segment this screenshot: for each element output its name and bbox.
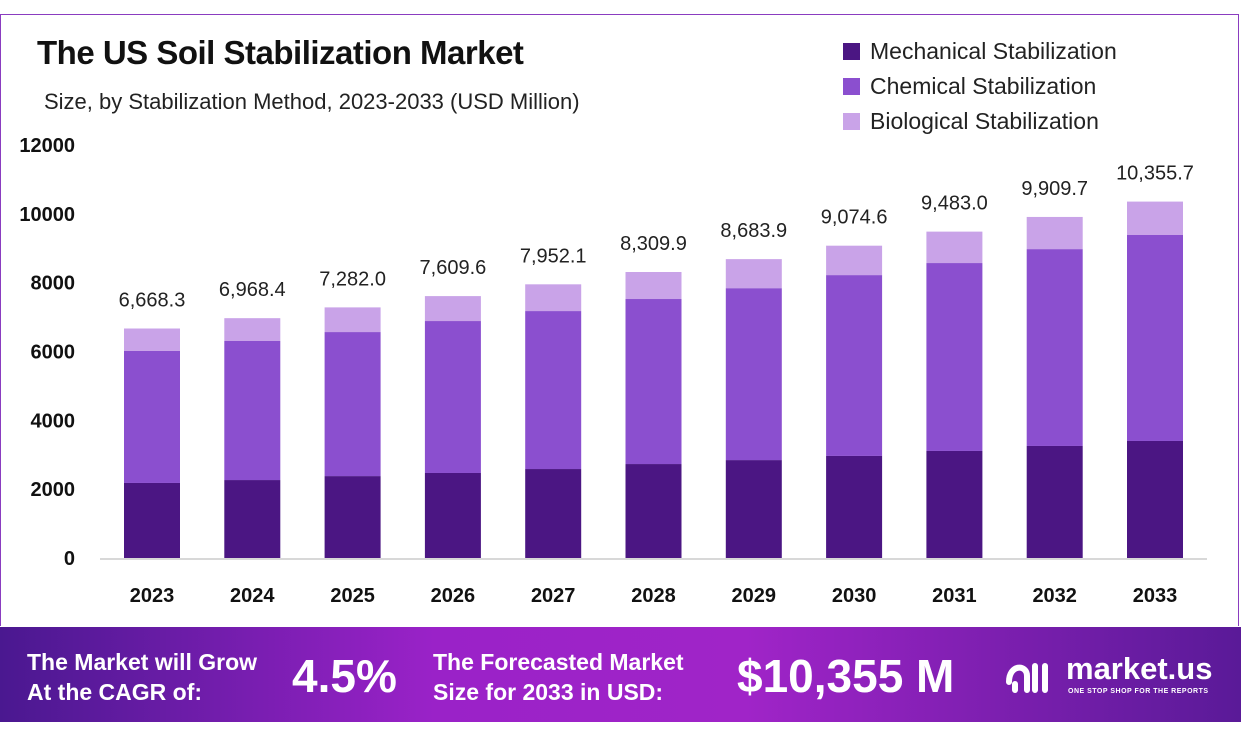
x-tick-label: 2025 [330, 585, 375, 607]
bar-segment-chemical [625, 299, 682, 465]
bar-segment-mechanical [525, 469, 582, 558]
chart-title: The US Soil Stabilization Market [37, 34, 524, 71]
bar-segment-biological [826, 245, 883, 276]
chart-frame [0, 14, 1239, 626]
bar-segment-chemical [826, 275, 883, 456]
x-tick-label: 2031 [932, 585, 977, 607]
bar-segment-chemical [525, 311, 582, 470]
bar-segment-mechanical [926, 450, 983, 558]
legend: Mechanical Stabilization Chemical Stabil… [843, 34, 1117, 139]
legend-label: Chemical Stabilization [870, 73, 1097, 99]
bar-segment-biological [224, 318, 281, 342]
bar-segment-biological [1026, 216, 1083, 250]
data-label: 10,355.7 [1116, 163, 1194, 185]
data-label: 7,609.6 [420, 257, 487, 279]
bar-segment-mechanical [725, 460, 782, 558]
bar-segment-mechanical [124, 482, 180, 558]
footer-banner: The Market will Grow At the CAGR of: 4.5%… [0, 627, 1241, 722]
forecast-label-line: Size for 2033 in USD: [433, 679, 664, 705]
y-tick-label: 10000 [19, 204, 75, 226]
legend-label: Biological Stabilization [870, 108, 1099, 134]
x-tick-label: 2023 [130, 585, 175, 607]
y-tick-label: 8000 [31, 273, 76, 295]
legend-label: Mechanical Stabilization [870, 38, 1117, 64]
x-tick-label: 2033 [1133, 585, 1178, 607]
bar-segment-mechanical [1026, 445, 1083, 558]
x-tick-label: 2024 [230, 585, 275, 607]
data-label: 8,309.9 [620, 233, 687, 255]
market-us-logo-icon [1006, 663, 1048, 693]
x-tick-label: 2026 [431, 585, 476, 607]
x-tick-label: 2032 [1032, 585, 1077, 607]
cagr-label-line: The Market will Grow [27, 649, 258, 675]
bar-segment-chemical [124, 350, 180, 483]
bar-segment-biological [725, 259, 782, 289]
bar-segment-mechanical [826, 455, 883, 558]
bar-segment-mechanical [324, 476, 381, 558]
legend-swatch [843, 78, 860, 95]
brand-tagline: ONE STOP SHOP FOR THE REPORTS [1068, 688, 1209, 695]
bar-segment-chemical [224, 341, 281, 481]
forecast-value: $10,355 M [737, 650, 955, 702]
data-label: 6,968.4 [219, 279, 286, 301]
bar-segment-mechanical [424, 472, 481, 558]
bar-segment-chemical [424, 321, 481, 473]
data-label: 8,683.9 [720, 220, 787, 242]
legend-item-chemical: Chemical Stabilization [843, 69, 1117, 104]
cagr-label-line: At the CAGR of: [27, 679, 203, 705]
x-tick-label: 2030 [832, 585, 877, 607]
legend-item-biological: Biological Stabilization [843, 104, 1117, 139]
y-tick-label: 4000 [31, 410, 76, 432]
y-tick-label: 12000 [19, 135, 75, 157]
legend-swatch [843, 113, 860, 130]
brand-name: market.us [1066, 651, 1213, 686]
bar-segment-chemical [926, 263, 983, 451]
y-tick-label: 6000 [31, 342, 76, 364]
bar-segment-mechanical [1127, 440, 1183, 558]
forecast-label: The Forecasted Market Size for 2033 in US… [433, 647, 684, 707]
x-tick-label: 2029 [732, 585, 777, 607]
legend-swatch [843, 43, 860, 60]
bar-segment-chemical [324, 332, 381, 477]
data-label: 9,074.6 [821, 207, 888, 229]
bar-segment-mechanical [625, 464, 682, 558]
bar-segment-chemical [1127, 234, 1183, 441]
bar-segment-biological [525, 284, 582, 312]
bar-segment-biological [324, 307, 381, 333]
bar-segment-chemical [1026, 249, 1083, 446]
cagr-value: 4.5% [292, 650, 397, 702]
chart-subtitle: Size, by Stabilization Method, 2023-2033… [44, 89, 580, 114]
data-label: 6,668.3 [119, 289, 186, 311]
x-tick-label: 2027 [531, 585, 576, 607]
x-tick-label: 2028 [631, 585, 676, 607]
data-label: 9,909.7 [1021, 178, 1088, 200]
cagr-label: The Market will Grow At the CAGR of: [27, 647, 257, 707]
bar-segment-biological [424, 296, 481, 322]
forecast-label-line: The Forecasted Market [433, 649, 684, 675]
y-tick-label: 0 [64, 548, 75, 570]
legend-item-mechanical: Mechanical Stabilization [843, 34, 1117, 69]
bar-chart: 0 2000 4000 6000 8000 10000 12000 6,668.3 2023 6,… [19, 135, 1207, 607]
data-label: 9,483.0 [921, 193, 988, 215]
bar-segment-biological [926, 231, 983, 264]
bar-segment-biological [625, 272, 682, 300]
bar-segment-biological [124, 328, 180, 351]
data-label: 7,282.0 [319, 268, 386, 290]
bar-segment-biological [1127, 201, 1183, 235]
bar-segment-chemical [725, 288, 782, 461]
data-label: 7,952.1 [520, 245, 587, 267]
y-tick-label: 2000 [31, 479, 76, 501]
bar-segment-mechanical [224, 480, 281, 558]
